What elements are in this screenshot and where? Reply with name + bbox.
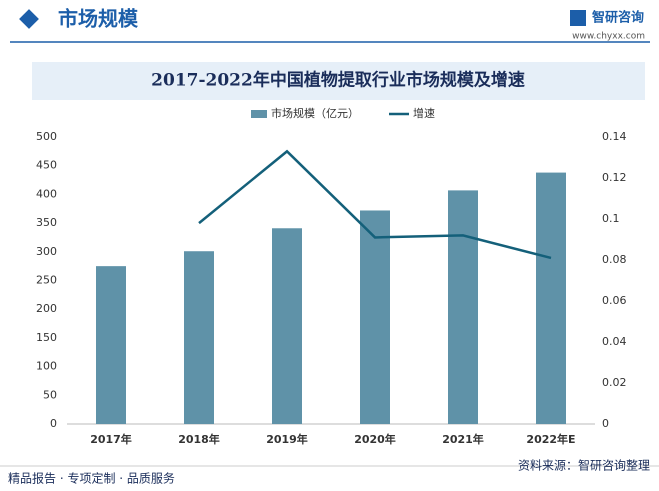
x-tick-label: 2017年	[90, 432, 132, 446]
footer-source: 资料来源：智研咨询整理	[518, 458, 650, 473]
bar	[536, 172, 566, 424]
x-tick-label: 2022年E	[526, 432, 575, 446]
y-tick-label: 250	[36, 274, 57, 287]
y-tick-label: 400	[36, 187, 57, 200]
legend-swatch	[251, 110, 267, 118]
y-tick-label: 200	[36, 302, 57, 315]
y-tick-label: 50	[43, 388, 57, 401]
legend-label: 增速	[413, 106, 435, 120]
y2-tick-label: 0.12	[602, 171, 627, 184]
y-tick-label: 0	[50, 417, 57, 430]
bar	[184, 251, 214, 424]
y2-tick-label: 0.08	[602, 253, 627, 266]
y-tick-label: 150	[36, 331, 57, 344]
brand-logo	[570, 10, 586, 26]
title-box	[32, 62, 645, 100]
y-tick-label: 500	[36, 130, 57, 143]
x-tick-label: 2019年	[266, 432, 308, 446]
x-tick-label: 2021年	[442, 432, 484, 446]
x-tick-label: 2018年	[178, 432, 220, 446]
y-tick-label: 300	[36, 245, 57, 258]
y2-tick-label: 0.04	[602, 335, 627, 348]
y-tick-label: 100	[36, 360, 57, 373]
y2-tick-label: 0.1	[602, 212, 620, 225]
y-tick-label: 350	[36, 216, 57, 229]
bar	[96, 266, 126, 424]
header-title: 市场规模	[58, 7, 139, 31]
y2-tick-label: 0.02	[602, 376, 627, 389]
y2-tick-label: 0.06	[602, 294, 627, 307]
y2-tick-label: 0	[602, 417, 609, 430]
y-tick-label: 450	[36, 159, 57, 172]
line	[198, 149, 552, 260]
brand-url: www.chyxx.com	[572, 32, 645, 42]
chart-title: 2017-2022年中国植物提取行业市场规模及增速	[151, 70, 525, 91]
bar	[448, 190, 478, 424]
bar	[360, 210, 390, 424]
legend-label: 市场规模（亿元）	[271, 106, 359, 120]
bar	[272, 228, 302, 424]
x-tick-label: 2020年	[354, 432, 396, 446]
footer-slogan: 精品报告 · 专项定制 · 品质服务	[8, 471, 175, 486]
brand-name: 智研咨询	[592, 10, 644, 26]
y2-tick-label: 0.14	[602, 130, 627, 143]
